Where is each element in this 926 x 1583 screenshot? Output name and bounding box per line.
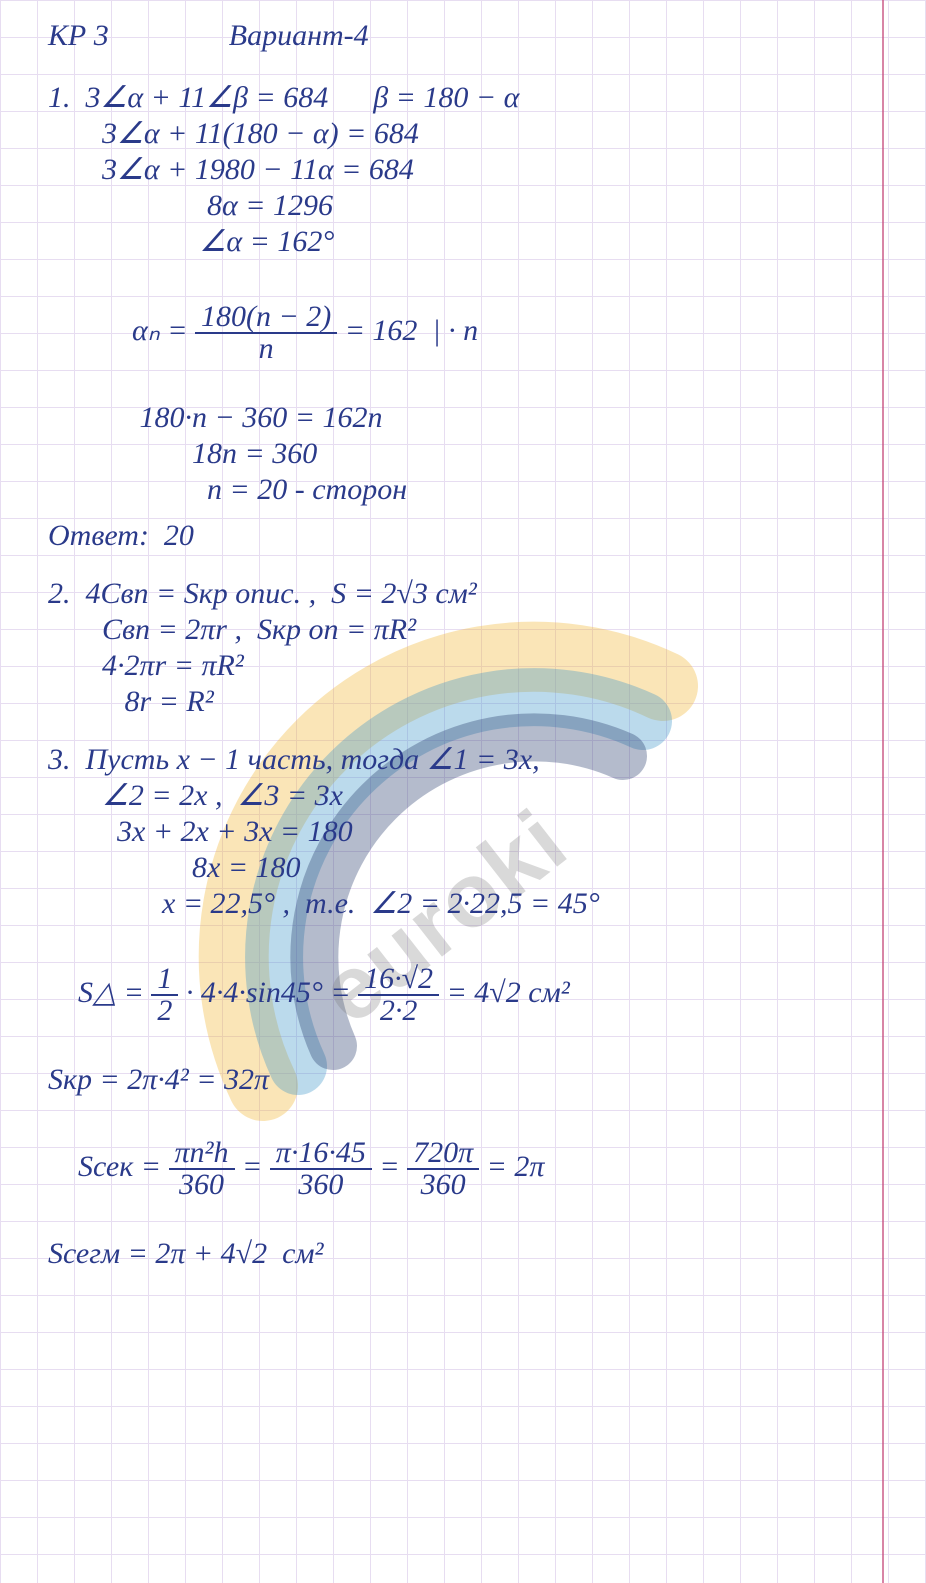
p1-frac-line: αₙ = 180(n − 2)n = 162 | · n xyxy=(48,266,878,400)
p1-line-4: ∠α = 162° xyxy=(48,224,878,260)
p2-line-3: 8r = R² xyxy=(48,684,878,720)
p2-line-2: 4·2πr = πR² xyxy=(48,648,878,684)
p1-line-b0: 180·n − 360 = 162n xyxy=(48,400,878,436)
p3-frac-b: Sсек = πn²h360 = π·16·45360 = 720π360 = … xyxy=(48,1102,878,1236)
p1-line-b2: n = 20 - сторон xyxy=(48,472,878,508)
worksheet-number: КР 3 xyxy=(48,18,109,54)
p3-line-b0: Sкр = 2π·4² = 32π xyxy=(48,1062,878,1098)
header-row: КР 3 Вариант-4 xyxy=(48,18,878,54)
variant-title: Вариант-4 xyxy=(229,18,369,54)
handwritten-content: КР 3 Вариант-4 1. 3∠α + 11∠β = 684 β = 1… xyxy=(0,0,926,1583)
p3-line-2: 3x + 2x + 3x = 180 xyxy=(48,814,878,850)
p3-frac-a: S△ = 12 · 4·4·sin45° = 16·√22·2 = 4√2 см… xyxy=(48,928,878,1062)
p1-answer: Ответ: 20 xyxy=(48,518,878,554)
p3-line-4: x = 22,5° , т.е. ∠2 = 2·22,5 = 45° xyxy=(48,886,878,922)
p1-line-1: 3∠α + 11(180 − α) = 684 xyxy=(48,116,878,152)
p2-line-0: 2. 4Cвп = Sкр опис. , S = 2√3 см² xyxy=(48,576,878,612)
p3-line-1: ∠2 = 2x , ∠3 = 3x xyxy=(48,778,878,814)
p1-line-2: 3∠α + 1980 − 11α = 684 xyxy=(48,152,878,188)
p3-line-0: 3. Пусть x − 1 часть, тогда ∠1 = 3x, xyxy=(48,742,878,778)
p2-line-1: Cвп = 2πr , Sкр оп = πR² xyxy=(48,612,878,648)
p1-line-0: 1. 3∠α + 11∠β = 684 β = 180 − α xyxy=(48,80,878,116)
p1-line-3: 8α = 1296 xyxy=(48,188,878,224)
p1-line-b1: 18n = 360 xyxy=(48,436,878,472)
fraction: 180(n − 2)n xyxy=(195,302,337,364)
p3-line-3: 8x = 180 xyxy=(48,850,878,886)
p3-line-c0: Sсегм = 2π + 4√2 см² xyxy=(48,1236,878,1272)
